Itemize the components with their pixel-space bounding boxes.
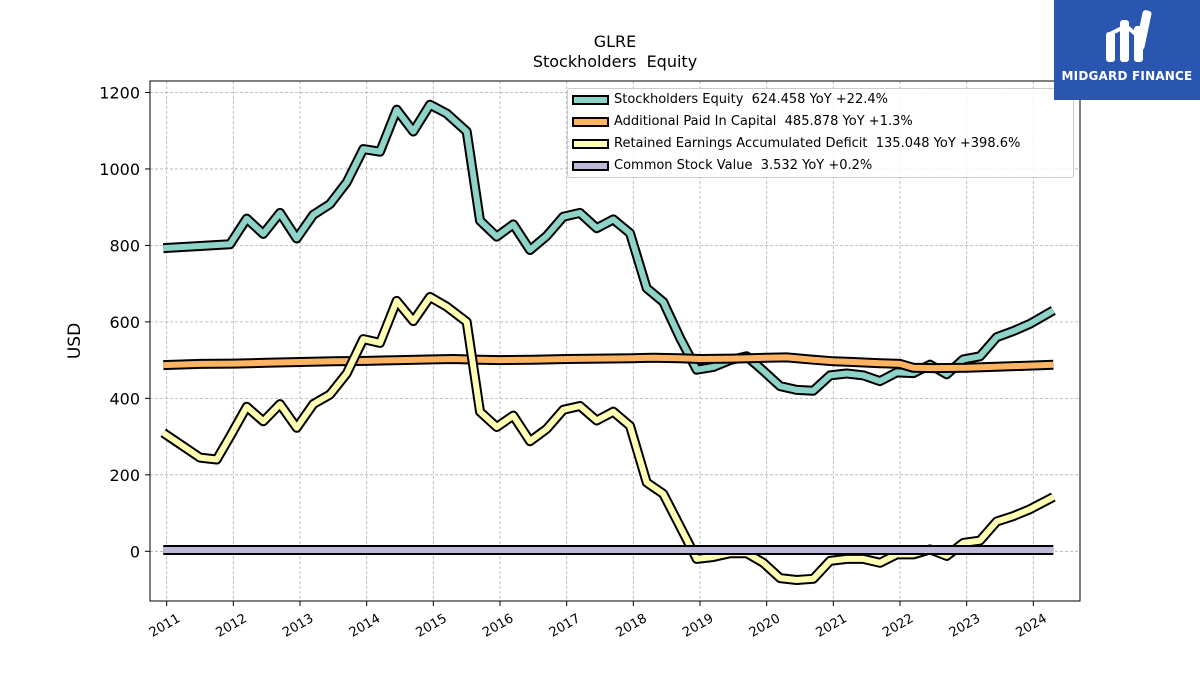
legend-label: Common Stock Value 3.532 YoY +0.2% [614, 158, 873, 173]
x-tick-label: 2020 [747, 611, 783, 641]
chart-title: GLRE [593, 32, 637, 51]
x-tick-label: 2013 [280, 611, 316, 641]
series-2 [160, 292, 1056, 585]
series-line [161, 294, 1055, 583]
y-tick-label: 800 [109, 236, 140, 255]
chart-subtitle: Stockholders Equity [532, 52, 698, 71]
legend-swatch [572, 161, 609, 171]
x-tick-label: 2024 [1014, 611, 1050, 641]
y-tick-label: 200 [109, 466, 140, 485]
x-tick-label: 2022 [880, 611, 916, 641]
x-tick-label: 2012 [214, 611, 250, 641]
logo-wordmark: MIDGARD FINANCE [1061, 69, 1193, 83]
legend-label: Stockholders Equity 624.458 YoY +22.4% [614, 92, 888, 107]
plot-frame [149, 80, 1081, 602]
x-tick-label: 2011 [147, 611, 183, 641]
x-tick-label: 2018 [614, 611, 650, 641]
legend-item-retained-earnings: Retained Earnings Accumulated Deficit 13… [568, 133, 1073, 155]
y-tick-label: 1200 [99, 83, 140, 102]
legend-swatch [572, 117, 609, 127]
series-line [163, 354, 1054, 372]
series-line-outline [160, 292, 1056, 585]
x-tick-label: 2023 [947, 611, 983, 641]
x-tick-label: 2019 [680, 611, 716, 641]
legend-item-common-stock-value: Common Stock Value 3.532 YoY +0.2% [568, 155, 1073, 177]
legend-item-stockholders-equity: Stockholders Equity 624.458 YoY +22.4% [568, 89, 1073, 111]
legend-label: Additional Paid In Capital 485.878 YoY +… [614, 114, 913, 129]
y-tick-label: 1000 [99, 160, 140, 179]
legend-swatch [572, 139, 609, 149]
legend-swatch [572, 95, 609, 105]
y-tick-label: 0 [130, 542, 140, 561]
x-tick-label: 2016 [480, 611, 516, 641]
chart-legend: Stockholders Equity 624.458 YoY +22.4% A… [567, 88, 1074, 178]
logo-mark-icon [1106, 10, 1152, 62]
y-tick-label: 400 [109, 389, 140, 408]
legend-item-additional-paid-in-capital: Additional Paid In Capital 485.878 YoY +… [568, 111, 1073, 133]
x-tick-label: 2017 [547, 611, 583, 641]
midgard-finance-logo: MIDGARD FINANCE [1054, 0, 1200, 100]
x-tick-label: 2015 [414, 611, 450, 641]
series-layer [160, 99, 1056, 585]
x-tick-label: 2021 [814, 611, 850, 641]
x-tick-label: 2014 [347, 611, 383, 641]
series-1 [163, 352, 1054, 374]
series-line [163, 101, 1055, 394]
legend-label: Retained Earnings Accumulated Deficit 13… [614, 136, 1021, 151]
y-axis-label: USD [65, 323, 85, 359]
y-tick-label: 600 [109, 313, 140, 332]
series-0 [163, 99, 1056, 396]
